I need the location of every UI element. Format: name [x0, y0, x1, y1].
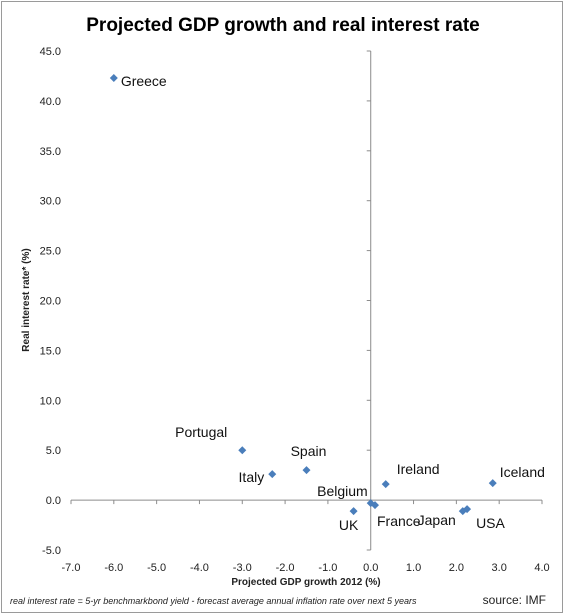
x-tick-label: -1.0 [318, 562, 337, 574]
y-tick-label: 20.0 [40, 296, 61, 308]
data-point-greece [109, 73, 118, 82]
data-point-uk [349, 507, 358, 516]
data-points [109, 73, 497, 516]
x-tick-label: -5.0 [147, 562, 166, 574]
point-label-italy: Italy [239, 469, 265, 485]
point-label-uk: UK [339, 517, 359, 533]
x-tick-label: 4.0 [534, 562, 549, 574]
y-tick-label: 25.0 [40, 246, 61, 258]
y-tick-label: 10.0 [40, 395, 61, 407]
y-tick-label: 35.0 [40, 146, 61, 158]
x-tick-label: 3.0 [492, 562, 507, 574]
data-point-italy [268, 470, 277, 479]
point-label-japan: Japan [418, 512, 456, 528]
y-tick-label: -5.0 [42, 545, 61, 557]
data-point-iceland [488, 479, 497, 488]
x-axis-label: Projected GDP growth 2012 (%) [231, 577, 380, 588]
x-tick-label: 0.0 [363, 562, 378, 574]
x-tick-label: -6.0 [104, 562, 123, 574]
y-tick-labels: -5.0 0.0 5.0 10.0 15.0 20.0 25.0 30.0 35.0 40.0 45… [40, 46, 371, 557]
point-label-spain: Spain [291, 443, 327, 459]
point-label-ireland: Ireland [397, 461, 440, 477]
x-tick-label: -4.0 [190, 562, 209, 574]
footnote: real interest rate = 5-yr benchmarkbond … [10, 596, 417, 606]
point-label-iceland: Iceland [500, 464, 545, 480]
x-tick-label: -7.0 [62, 562, 81, 574]
point-label-belgium: Belgium [317, 483, 368, 499]
point-labels: Greece Portugal Italy Spain UK Belgium France I… [121, 73, 545, 533]
data-point-usa [463, 505, 472, 514]
point-label-portugal: Portugal [175, 424, 227, 440]
x-tick-label: -3.0 [233, 562, 252, 574]
point-label-greece: Greece [121, 73, 167, 89]
data-point-portugal [238, 446, 247, 455]
x-tick-label: 1.0 [406, 562, 421, 574]
y-tick-label: 0.0 [46, 495, 61, 507]
y-tick-label: 15.0 [40, 345, 61, 357]
point-label-usa: USA [476, 515, 505, 531]
x-tick-labels: -7.0 -6.0 -5.0 -4.0 -3.0 -2.0 -1.0 0.0 1.0 2.0 3.0… [62, 500, 550, 574]
y-tick-label: 5.0 [46, 445, 61, 457]
source-note: source: IMF [483, 593, 546, 607]
data-point-ireland [381, 480, 390, 489]
data-point-spain [302, 466, 311, 475]
point-label-france: France [377, 513, 421, 529]
x-tick-label: 2.0 [449, 562, 464, 574]
y-tick-label: 45.0 [40, 46, 61, 58]
data-point-france [371, 501, 380, 510]
y-axis-label: Real interest rate* (%) [21, 248, 32, 351]
chart-title: Projected GDP growth and real interest r… [86, 15, 479, 36]
x-tick-label: -2.0 [276, 562, 295, 574]
y-tick-label: 40.0 [40, 96, 61, 108]
y-tick-label: 30.0 [40, 196, 61, 208]
